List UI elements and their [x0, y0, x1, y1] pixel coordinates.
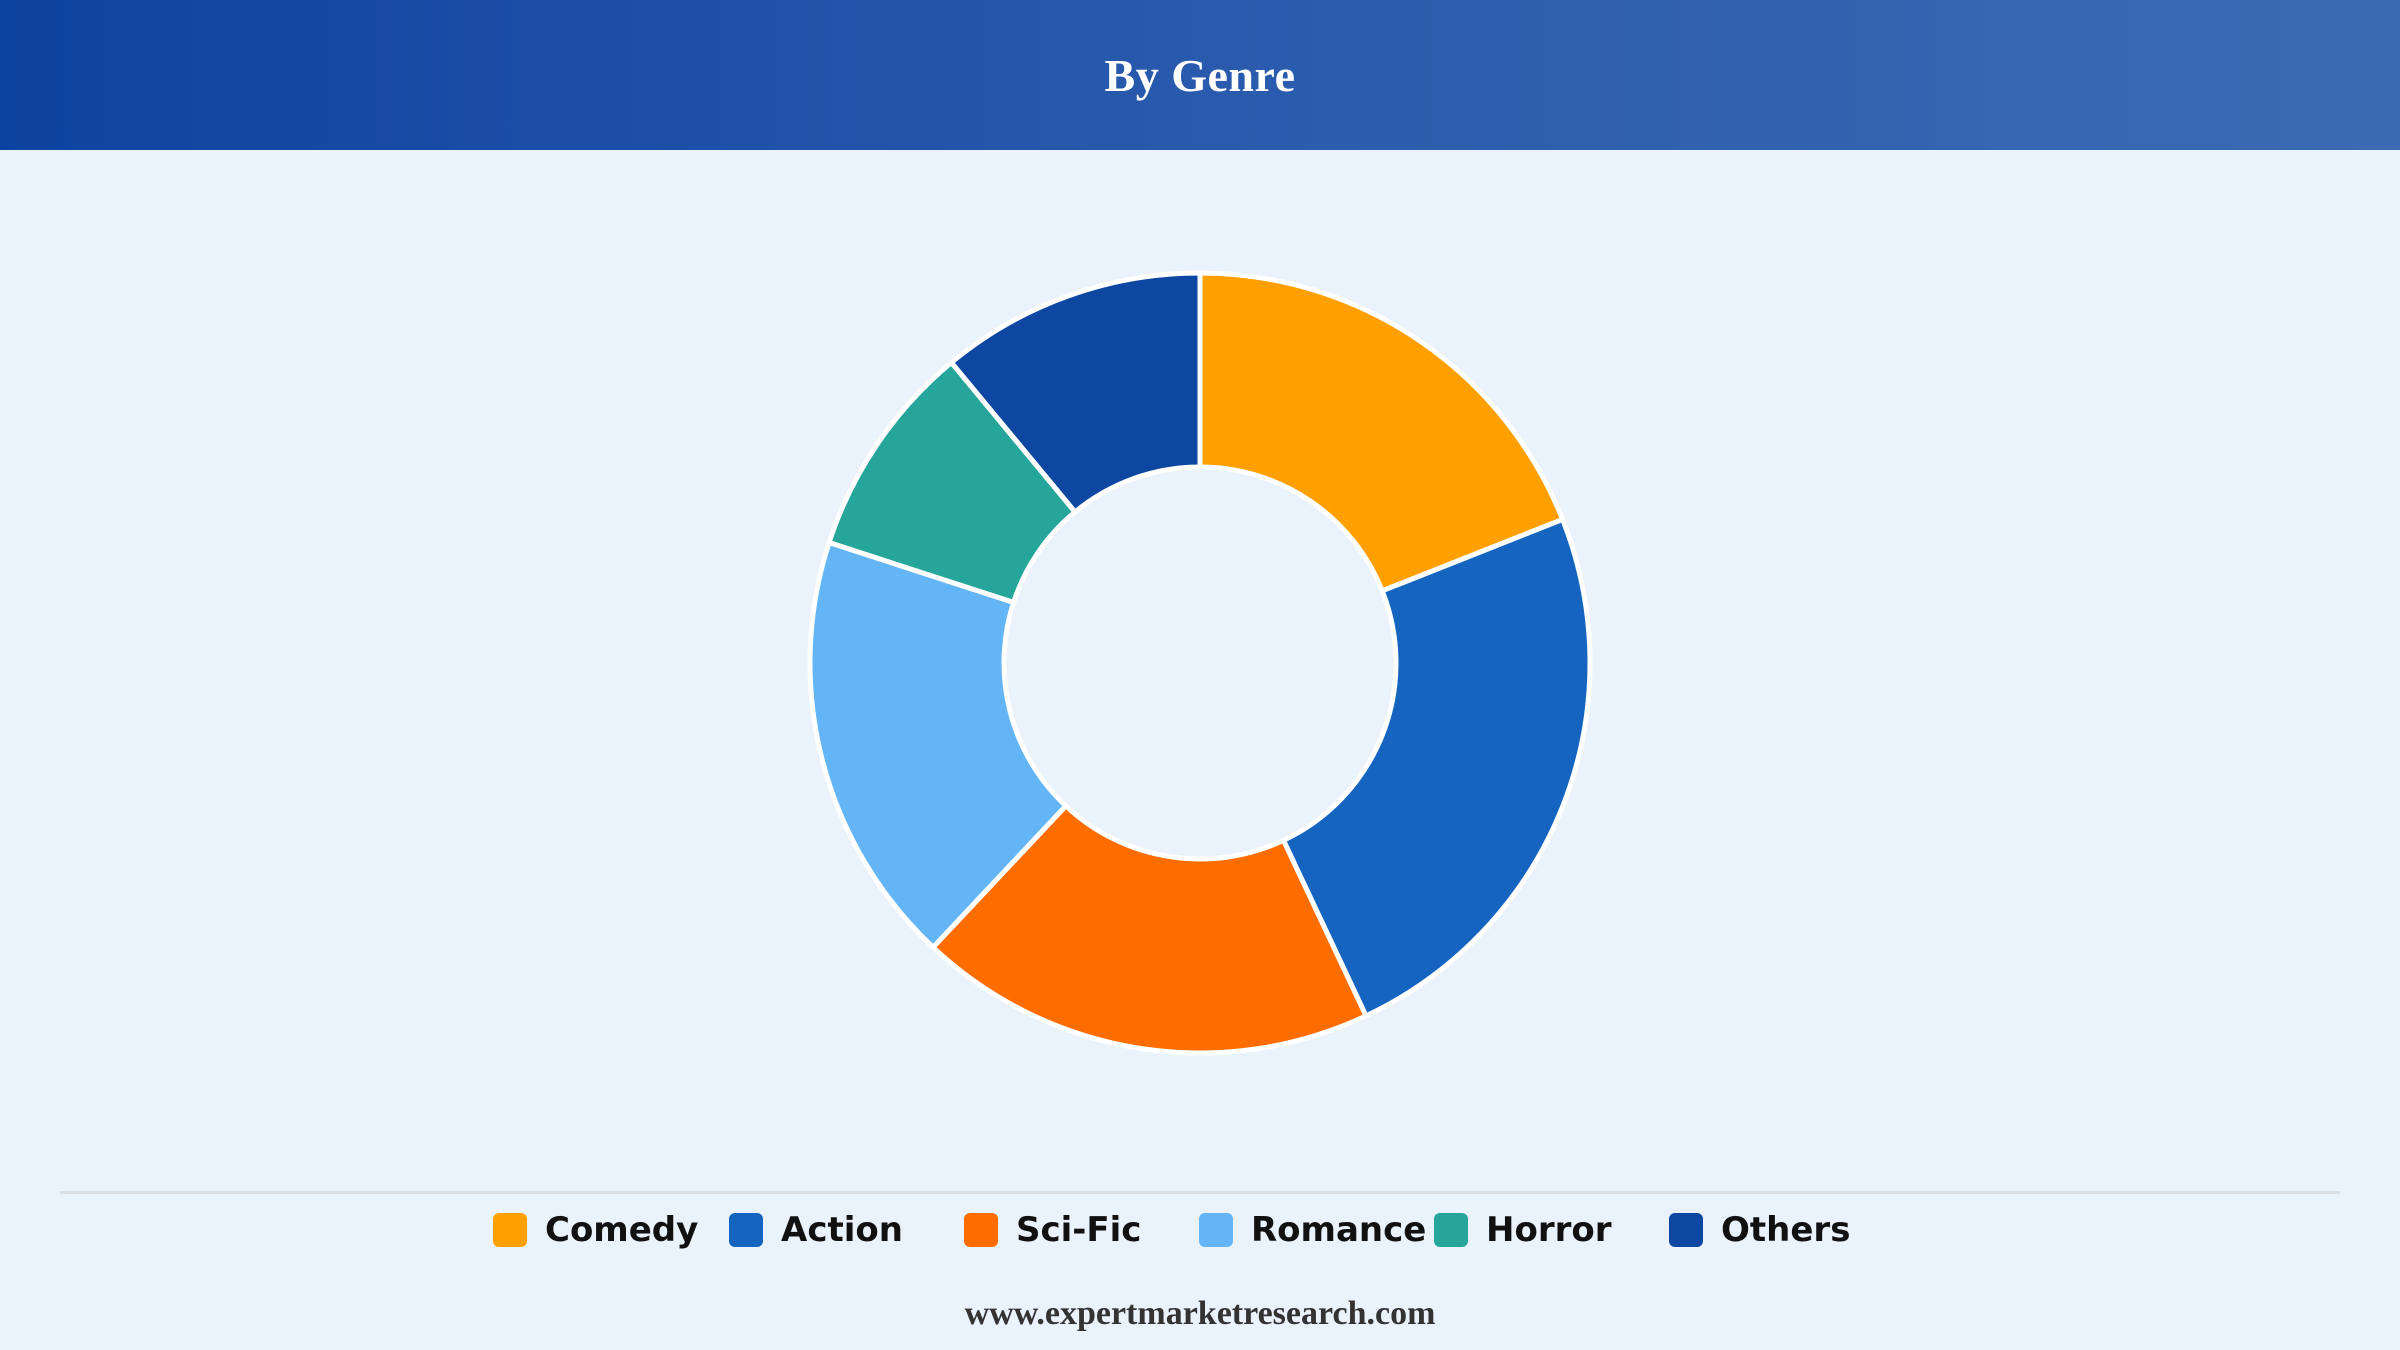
legend-item-sci-fic[interactable]: Sci-Fic: [964, 1202, 1141, 1258]
legend-label: Romance: [1251, 1210, 1427, 1250]
legend-label: Others: [1721, 1210, 1851, 1250]
slice-comedy[interactable]: [1197, 270, 1566, 594]
slice-action[interactable]: [1280, 516, 1593, 1019]
legend-label: Horror: [1486, 1210, 1612, 1250]
legend-swatch: [729, 1213, 763, 1247]
slice-romance[interactable]: [807, 539, 1069, 950]
legend-label: Comedy: [545, 1210, 699, 1250]
legend-divider: [60, 1191, 2340, 1194]
legend-swatch: [964, 1213, 998, 1247]
legend-swatch: [493, 1213, 527, 1247]
donut-chart: [807, 270, 1593, 1056]
chart-header: By Genre: [0, 0, 2400, 150]
chart-legend: Comedy Action Sci-Fic Romance Horror Oth…: [0, 1202, 2400, 1258]
legend-label: Sci-Fic: [1016, 1210, 1142, 1250]
legend-swatch: [1434, 1213, 1468, 1247]
legend-swatch: [1199, 1213, 1233, 1247]
legend-item-comedy[interactable]: Comedy: [493, 1202, 698, 1258]
legend-item-action[interactable]: Action: [729, 1202, 903, 1258]
legend-swatch: [1669, 1213, 1703, 1247]
slice-others[interactable]: [948, 270, 1203, 515]
chart-title: By Genre: [1104, 49, 1296, 101]
legend-item-others[interactable]: Others: [1669, 1202, 1850, 1258]
legend-label: Action: [781, 1210, 903, 1250]
chart-area: [0, 150, 2400, 1190]
slice-sci-fic[interactable]: [930, 803, 1369, 1056]
legend-item-romance[interactable]: Romance: [1199, 1202, 1426, 1258]
legend-item-horror[interactable]: Horror: [1434, 1202, 1611, 1258]
source-footer: www.expertmarketresearch.com: [964, 1295, 1436, 1332]
